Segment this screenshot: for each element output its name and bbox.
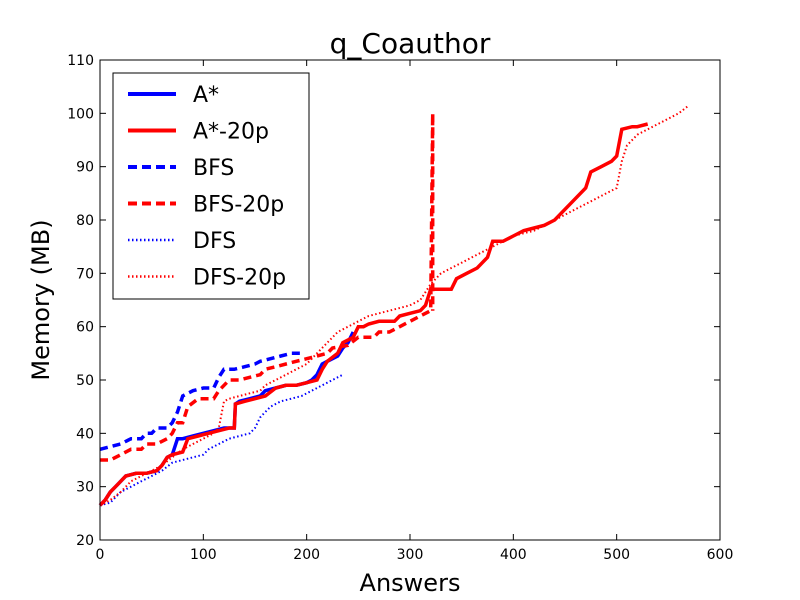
x-tick-label: 600 [707,547,734,563]
series-line-bfs-20p [100,113,435,462]
x-axis-label: Answers [360,569,461,597]
ticks-layer: 0 100 200 300 400 500 600 20 30 40 50 60 70 80 90 100 11… [67,53,733,563]
y-tick-label: 30 [76,480,94,496]
legend-box [112,72,310,300]
series-line-dfs [99,373,344,507]
legend-label: DFS-20p [193,266,286,291]
y-tick-label: 50 [76,373,94,389]
x-tick-label: 0 [96,547,105,563]
legend-label: A*-20p [193,120,269,145]
legend-label: BFS [193,156,234,181]
series-layer [98,104,690,507]
y-tick-label: 90 [76,160,94,176]
y-axis-label: Memory (MB) [27,219,55,380]
legend-label: BFS-20p [193,193,284,218]
y-tick-label: 60 [76,320,94,336]
series-line-a-20p [98,122,649,507]
x-tick-label: 300 [397,547,424,563]
x-tick-label: 100 [190,547,217,563]
y-tick-label: 40 [76,426,94,442]
legend: A* A*-20p BFS BFS-20p DFS DFS-20p [112,72,310,300]
y-tick-label: 20 [76,533,94,549]
x-tick-label: 200 [293,547,320,563]
series-line-bfs [99,351,302,451]
y-tick-label: 100 [67,106,94,122]
chart-title: q_Coauthor [330,27,491,60]
legend-label: A* [193,83,219,108]
y-tick-label: 110 [67,53,94,69]
y-tick-label: 80 [76,213,94,229]
y-tick-label: 70 [76,266,94,282]
x-tick-label: 500 [603,547,630,563]
x-tick-label: 400 [500,547,527,563]
legend-label: DFS [193,229,236,254]
